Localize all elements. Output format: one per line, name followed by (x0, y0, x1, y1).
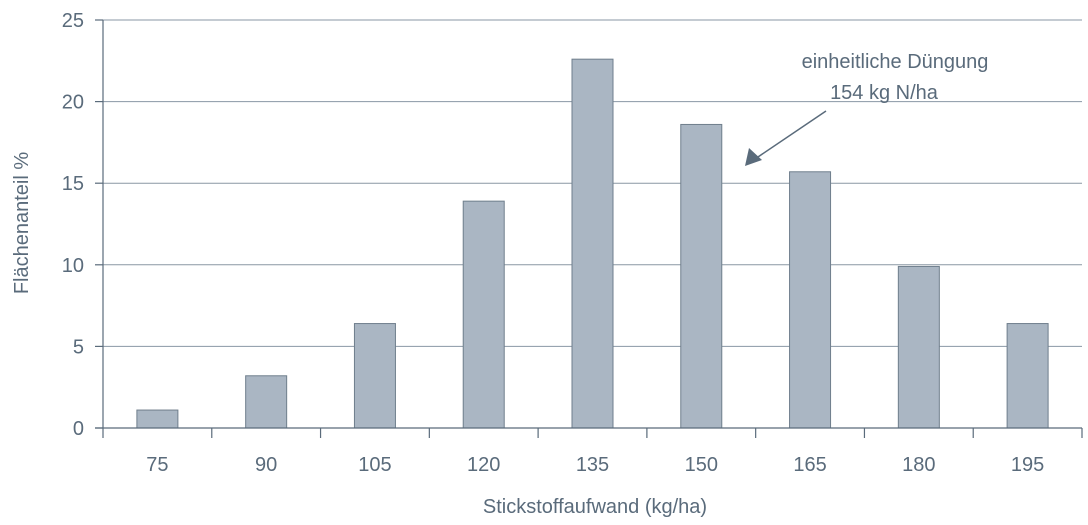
bar-165 (789, 171, 832, 429)
annotation-arrow (745, 110, 827, 166)
x-tick-label-180: 180 (902, 454, 935, 476)
x-tick-label-90: 90 (255, 454, 277, 476)
annotation-leader-line (754, 110, 827, 160)
bar-120 (462, 200, 505, 429)
bar-90 (245, 375, 288, 429)
y-tick-label-0: 0 (73, 418, 84, 440)
x-tick-labels: 75 90 105 120 135 150 165 180 195 (146, 454, 1044, 476)
bar-105 (353, 323, 396, 429)
annotation: einheitliche Düngung 154 kg N/ha (745, 51, 989, 166)
y-axis-title: Flächenanteil % (11, 152, 33, 295)
y-tick-label-10: 10 (62, 255, 84, 277)
x-tick-label-105: 105 (358, 454, 391, 476)
bar-195 (1006, 323, 1049, 429)
x-tick-label-165: 165 (793, 454, 826, 476)
x-tick-label-120: 120 (467, 454, 500, 476)
y-tick-label-25: 25 (62, 10, 84, 32)
y-tick-labels: 0 5 10 15 20 25 (62, 10, 84, 440)
bar-75 (136, 409, 179, 429)
x-tick-label-150: 150 (685, 454, 718, 476)
bar-150 (680, 123, 723, 429)
x-tick-label-195: 195 (1011, 454, 1044, 476)
axes (95, 19, 1083, 438)
annotation-arrowhead (745, 148, 762, 166)
x-tick-label-75: 75 (146, 454, 168, 476)
bar-180 (897, 265, 940, 429)
y-tick-label-5: 5 (73, 336, 84, 358)
y-tick-label-15: 15 (62, 173, 84, 195)
x-tick-label-135: 135 (576, 454, 609, 476)
annotation-line-1: einheitliche Düngung (802, 51, 989, 73)
bar-135 (571, 58, 614, 429)
annotation-line-2: 154 kg N/ha (830, 82, 939, 104)
x-axis-title: Stickstoffaufwand (kg/ha) (483, 496, 707, 518)
y-tick-label-20: 20 (62, 92, 84, 114)
bars (136, 58, 1049, 429)
